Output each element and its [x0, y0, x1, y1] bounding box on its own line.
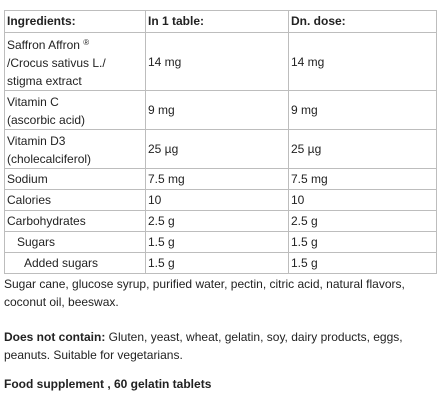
table-row: Saffron Affron ®/Crocus sativus L./stigm…: [4, 32, 437, 91]
per-tablet-value: 2.5 g: [145, 210, 289, 232]
table-row: Sodium 7.5 mg 7.5 mg: [4, 168, 437, 190]
header-per-tablet: In 1 table:: [145, 10, 289, 33]
ingredient-name: Added sugars: [4, 252, 146, 274]
daily-dose-value: 1.5 g: [288, 252, 437, 274]
header-daily-dose: Dn. dose:: [288, 10, 437, 33]
does-not-contain-text: Does not contain: Gluten, yeast, wheat, …: [4, 328, 436, 364]
does-not-contain-list: Gluten, yeast, wheat, gelatin, soy, dair…: [4, 330, 403, 362]
composition-text: Sugar cane, glucose syrup, purified wate…: [4, 277, 405, 309]
ingredient-name: Saffron Affron ®/Crocus sativus L./stigm…: [4, 32, 146, 91]
ingredient-name: Sodium: [4, 168, 146, 190]
table-header-row: Ingredients: In 1 table: Dn. dose:: [4, 10, 437, 33]
ingredient-name: Calories: [4, 189, 146, 211]
per-tablet-value: 7.5 mg: [145, 168, 289, 190]
ingredients-table: Ingredients: In 1 table: Dn. dose: Saffr…: [4, 10, 437, 274]
daily-dose-value: 25 µg: [288, 129, 437, 169]
table-row: Sugars 1.5 g 1.5 g: [4, 231, 437, 253]
header-ingredients: Ingredients:: [4, 10, 146, 33]
daily-dose-value: 10: [288, 189, 437, 211]
daily-dose-value: 1.5 g: [288, 231, 437, 253]
ingredient-name: Sugars: [4, 231, 146, 253]
daily-dose-value: 2.5 g: [288, 210, 437, 232]
per-tablet-value: 1.5 g: [145, 231, 289, 253]
product-info: Ingredients: In 1 table: Dn. dose: Saffr…: [4, 10, 437, 364]
per-tablet-value: 1.5 g: [145, 252, 289, 274]
product-footer: Food supplement , 60 gelatin tablets: [4, 377, 212, 391]
ingredient-name: Vitamin D3 (cholecalciferol): [4, 129, 146, 169]
table-row: Carbohydrates 2.5 g 2.5 g: [4, 210, 437, 232]
per-tablet-value: 9 mg: [145, 90, 289, 130]
table-row: Vitamin C (ascorbic acid) 9 mg 9 mg: [4, 90, 437, 130]
daily-dose-value: 14 mg: [288, 32, 437, 91]
per-tablet-value: 14 mg: [145, 32, 289, 91]
daily-dose-value: 9 mg: [288, 90, 437, 130]
ingredient-name: Vitamin C (ascorbic acid): [4, 90, 146, 130]
does-not-contain-label: Does not contain:: [4, 330, 106, 344]
per-tablet-value: 10: [145, 189, 289, 211]
daily-dose-value: 7.5 mg: [288, 168, 437, 190]
ingredient-name: Carbohydrates: [4, 210, 146, 232]
per-tablet-value: 25 µg: [145, 129, 289, 169]
table-row: Added sugars 1.5 g 1.5 g: [4, 252, 437, 274]
table-row: Calories 10 10: [4, 189, 437, 211]
table-row: Vitamin D3 (cholecalciferol) 25 µg 25 µg: [4, 129, 437, 169]
